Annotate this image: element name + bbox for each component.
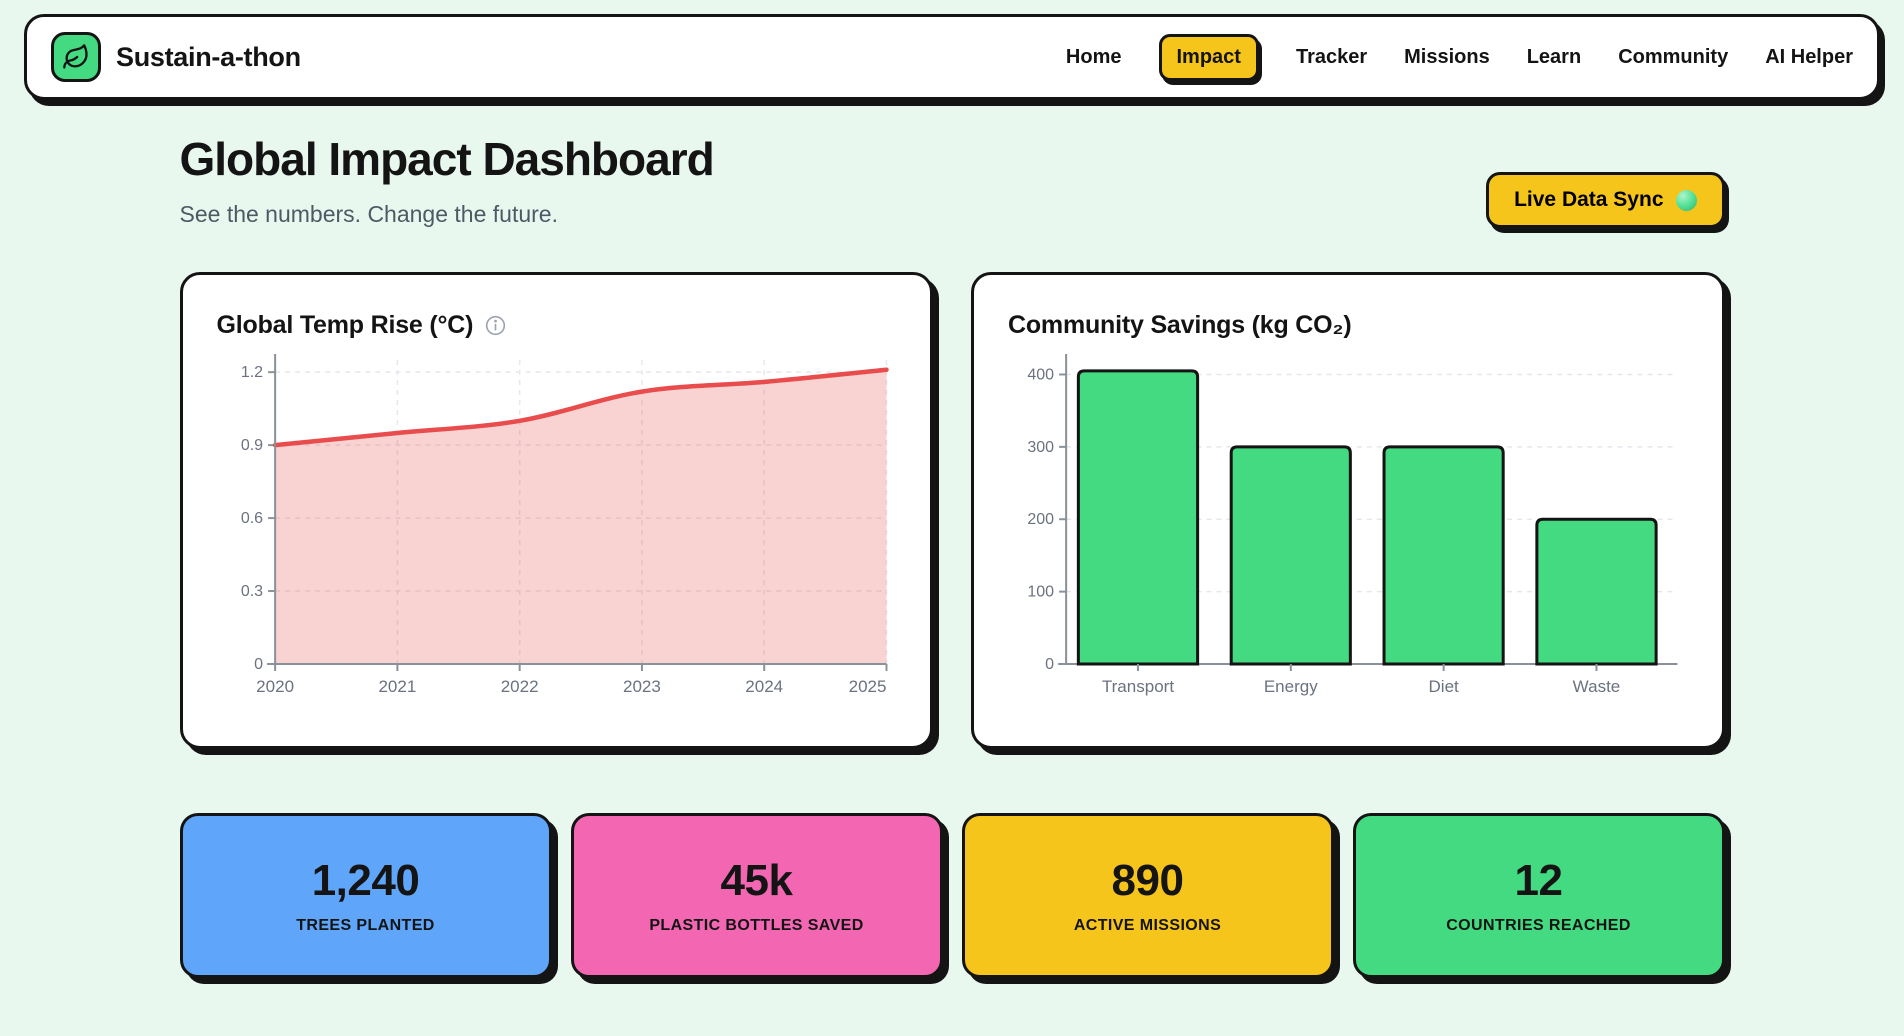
svg-text:Waste: Waste — [1573, 677, 1621, 696]
svg-text:0: 0 — [254, 656, 263, 673]
header-row: Global Impact Dashboard See the numbers.… — [180, 132, 1725, 228]
nav-item-missions[interactable]: Missions — [1404, 45, 1490, 68]
stat-card-plastic-bottles-saved: 45k PLASTIC BOTTLES SAVED — [570, 813, 943, 978]
svg-text:Energy: Energy — [1264, 677, 1318, 696]
svg-text:2020: 2020 — [256, 677, 294, 696]
stat-value: 45k — [720, 856, 793, 905]
stat-card-active-missions: 890 ACTIVE MISSIONS — [961, 813, 1334, 978]
nav-item-tracker[interactable]: Tracker — [1295, 45, 1368, 68]
brand[interactable]: Sustain-a-thon — [51, 32, 301, 82]
bar-diet[interactable] — [1382, 445, 1505, 666]
bar-waste[interactable] — [1535, 517, 1658, 666]
svg-text:2024: 2024 — [745, 677, 783, 696]
temp-area-fill — [274, 369, 886, 664]
temp-rise-chart-card: Global Temp Rise (°C) 0 0.3 0.6 0.9 1.2 2020 2… — [179, 272, 933, 749]
live-data-sync-button[interactable]: Live Data Sync — [1486, 172, 1725, 228]
svg-text:2025: 2025 — [848, 677, 886, 696]
svg-text:1.2: 1.2 — [240, 364, 262, 381]
chart-title-row: Global Temp Rise (°C) — [217, 311, 899, 340]
svg-text:Diet: Diet — [1429, 677, 1460, 696]
leaf-icon — [51, 32, 101, 82]
svg-text:0.6: 0.6 — [240, 510, 262, 527]
chart-title-row: Community Savings (kg CO₂) — [1008, 311, 1690, 340]
green-sphere-icon — [1675, 189, 1697, 211]
stats-row: 1,240 TREES PLANTED 45k PLASTIC BOTTLES SAV… — [179, 813, 1725, 978]
top-navbar: Sustain-a-thon Home Impact Tracker Missions… — [24, 14, 1880, 100]
nav-item-ai-helper[interactable]: AI Helper — [1765, 45, 1853, 68]
main-content: Global Impact Dashboard See the numbers.… — [179, 132, 1725, 978]
stat-card-trees-planted: 1,240 TREES PLANTED — [179, 813, 552, 978]
svg-text:0.9: 0.9 — [240, 437, 262, 454]
header-text: Global Impact Dashboard See the numbers.… — [179, 132, 715, 228]
info-icon[interactable] — [484, 314, 507, 337]
stat-value: 890 — [1111, 856, 1184, 905]
stat-label: ACTIVE MISSIONS — [1073, 917, 1222, 934]
nav-item-community[interactable]: Community — [1618, 45, 1729, 68]
temp-chart-title: Global Temp Rise (°C) — [216, 311, 474, 339]
svg-text:2023: 2023 — [623, 677, 661, 696]
stat-value: 1,240 — [311, 856, 420, 905]
brand-name: Sustain-a-thon — [116, 41, 301, 72]
savings-chart-title: Community Savings (kg CO₂) — [1008, 311, 1352, 339]
stat-value: 12 — [1514, 856, 1563, 905]
svg-text:0: 0 — [1045, 656, 1054, 673]
nav-item-learn[interactable]: Learn — [1526, 45, 1582, 68]
svg-text:Transport: Transport — [1102, 677, 1174, 696]
svg-text:200: 200 — [1027, 511, 1054, 528]
page-title: Global Impact Dashboard — [179, 133, 715, 185]
temp-line — [272, 367, 889, 448]
bar-energy[interactable] — [1229, 445, 1352, 666]
temp-rise-area-chart: 0 0.3 0.6 0.9 1.2 2020 2021 2022 2023 2024 2025 — [240, 354, 889, 696]
community-savings-chart-card: Community Savings (kg CO₂) 0 100 200 300 400… — [971, 272, 1725, 749]
svg-text:0.3: 0.3 — [240, 583, 262, 600]
nav-items: Home Impact Tracker Missions Learn Community A… — [1065, 33, 1853, 81]
svg-text:300: 300 — [1027, 439, 1054, 456]
svg-text:100: 100 — [1027, 584, 1054, 601]
stat-label: TREES PLANTED — [296, 917, 435, 934]
stat-label: PLASTIC BOTTLES SAVED — [649, 917, 864, 934]
nav-item-home[interactable]: Home — [1065, 45, 1122, 68]
stat-label: COUNTRIES REACHED — [1446, 917, 1631, 934]
svg-text:2021: 2021 — [378, 677, 416, 696]
svg-text:400: 400 — [1027, 366, 1054, 383]
charts-row: Global Temp Rise (°C) 0 0.3 0.6 0.9 1.2 2020 2… — [179, 272, 1725, 749]
live-data-sync-label: Live Data Sync — [1514, 188, 1664, 211]
page-subtitle: See the numbers. Change the future. — [179, 201, 558, 227]
svg-text:2022: 2022 — [500, 677, 538, 696]
community-savings-bar-chart: 0 100 200 300 400 Transport Energy Diet Waste — [1027, 354, 1678, 696]
bar-transport[interactable] — [1076, 369, 1200, 666]
stat-card-countries-reached: 12 COUNTRIES REACHED — [1352, 813, 1725, 978]
nav-item-impact[interactable]: Impact — [1158, 33, 1259, 81]
